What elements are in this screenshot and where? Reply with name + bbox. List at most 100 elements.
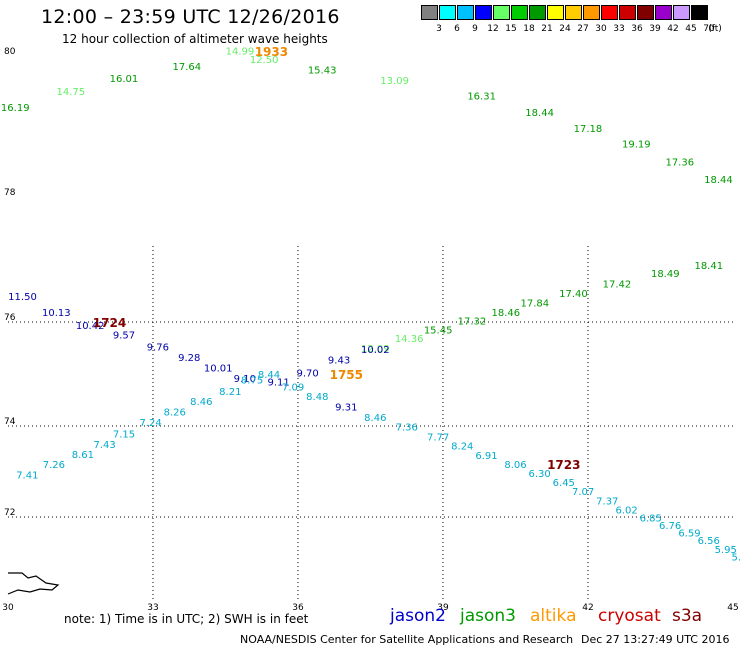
legend-swatch [439, 5, 456, 20]
swh-label: 7.09 [282, 383, 304, 394]
legend-swatch [529, 5, 546, 20]
swh-label: 9.10 [234, 374, 256, 385]
footer-note: note: 1) Time is in UTC; 2) SWH is in fe… [64, 612, 309, 626]
generated-timestamp: Dec 27 13:27:49 UTC 2016 [581, 633, 730, 646]
satellite-name: jason3 [460, 606, 516, 626]
legend-unit: (ft) [708, 24, 722, 34]
swh-label: 9.76 [147, 343, 169, 354]
legend-swatch [619, 5, 636, 20]
swh-label: 6.76 [659, 521, 681, 532]
swh-label: 18.46 [491, 308, 520, 319]
swh-label: 17.18 [574, 124, 603, 135]
swh-label: 17.32 [458, 317, 487, 328]
lon-tick-label: 45 [727, 603, 738, 613]
swh-label: 12.50 [250, 55, 279, 66]
swh-label: 10.01 [204, 363, 233, 374]
swh-label: 14.99 [226, 47, 255, 58]
swh-label: 6.30 [528, 469, 550, 480]
swh-label: 10.13 [42, 308, 71, 319]
swh-label: 8.48 [306, 392, 328, 403]
legend-label: 21 [541, 24, 553, 34]
swh-label: 5.17 [731, 552, 740, 563]
satellite-name: altika [530, 606, 577, 626]
swh-label: 6.45 [553, 478, 575, 489]
legend-swatch [511, 5, 528, 20]
swh-label: 8.24 [451, 442, 473, 453]
swh-label: 7.24 [139, 418, 161, 429]
legend-swatch [583, 5, 600, 20]
swh-label: 14.75 [57, 87, 86, 98]
legend-swatch [655, 5, 672, 20]
swh-label: 15.45 [424, 325, 453, 336]
swh-label: 8.61 [72, 450, 94, 461]
swh-label: 15.43 [308, 66, 337, 77]
lat-tick-label: 76 [4, 313, 16, 323]
legend-label: 24 [559, 24, 571, 34]
legend-label: 45 [685, 24, 697, 34]
legend-swatch [547, 5, 564, 20]
swh-label: 13.09 [380, 76, 409, 87]
swh-label: 18.44 [704, 175, 733, 186]
legend-label: 9 [472, 24, 478, 34]
swh-label: 8.26 [164, 408, 186, 419]
legend-swatch [601, 5, 618, 20]
swh-label: 8.44 [258, 370, 280, 381]
swh-label: 6.02 [615, 505, 637, 516]
legend-label: 3 [436, 24, 442, 34]
lat-tick-label: 78 [4, 188, 16, 198]
swh-label: 19.19 [622, 140, 651, 151]
swh-label: 7.15 [113, 429, 135, 440]
pass-time-label: 1755 [330, 368, 363, 382]
lat-tick-label: 72 [4, 508, 15, 518]
swh-label: 18.41 [694, 261, 723, 272]
swh-label: 9.70 [297, 369, 319, 380]
legend-label: 15 [505, 24, 517, 34]
swh-label: 6.59 [678, 529, 700, 540]
swh-label: 17.42 [603, 280, 632, 291]
swh-label: 8.06 [504, 460, 526, 471]
swh-label: 16.31 [467, 92, 496, 103]
swh-label: 7.77 [427, 433, 449, 444]
swh-label: 9.31 [335, 402, 357, 413]
legend-label: 18 [523, 24, 535, 34]
swh-label: 8.46 [190, 397, 212, 408]
legend-label: 36 [631, 24, 643, 34]
lat-tick-label: 74 [4, 417, 16, 427]
swh-label: 8.21 [219, 387, 241, 398]
page-subtitle: 12 hour collection of altimeter wave hei… [62, 32, 328, 46]
swh-label: 12.09 [361, 344, 390, 355]
lon-tick-label: 39 [437, 603, 449, 613]
swh-label: 16.19 [1, 103, 30, 114]
lon-tick-label: 36 [292, 603, 304, 613]
page-title: 12:00 – 23:59 UTC 12/26/2016 [41, 6, 340, 28]
swh-label: 17.64 [173, 62, 202, 73]
legend-label: 42 [667, 24, 679, 34]
legend-swatch [475, 5, 492, 20]
lat-tick-label: 80 [4, 47, 16, 57]
legend-label: 12 [487, 24, 499, 34]
lon-tick-label: 30 [2, 603, 14, 613]
swh-label: 16.01 [110, 74, 139, 85]
swh-label: 7.07 [572, 487, 594, 498]
swh-label: 17.84 [520, 298, 549, 309]
swh-label: 9.57 [113, 331, 135, 342]
swh-label: 18.44 [525, 108, 554, 119]
swh-label: 5.95 [715, 545, 737, 556]
legend-label: 39 [649, 24, 661, 34]
swh-label: 17.40 [559, 289, 588, 300]
pass-time-label: 1933 [255, 45, 288, 59]
swh-label: 18.49 [651, 269, 680, 280]
pass-time-label: 1723 [547, 458, 580, 472]
swh-label: 10.02 [361, 345, 390, 356]
swh-label: 6.85 [640, 514, 662, 525]
legend-label: 33 [613, 24, 625, 34]
legend-swatch [691, 5, 708, 20]
legend-swatch [493, 5, 510, 20]
credit-line: NOAA/NESDIS Center for Satellite Applica… [240, 633, 574, 646]
swh-label: 14.36 [395, 334, 424, 345]
satellite-name: jason2 [390, 606, 446, 626]
legend-swatch [457, 5, 474, 20]
swh-label: 11.50 [8, 292, 37, 303]
swh-label: 17.36 [665, 157, 694, 168]
legend-swatch [421, 5, 438, 20]
